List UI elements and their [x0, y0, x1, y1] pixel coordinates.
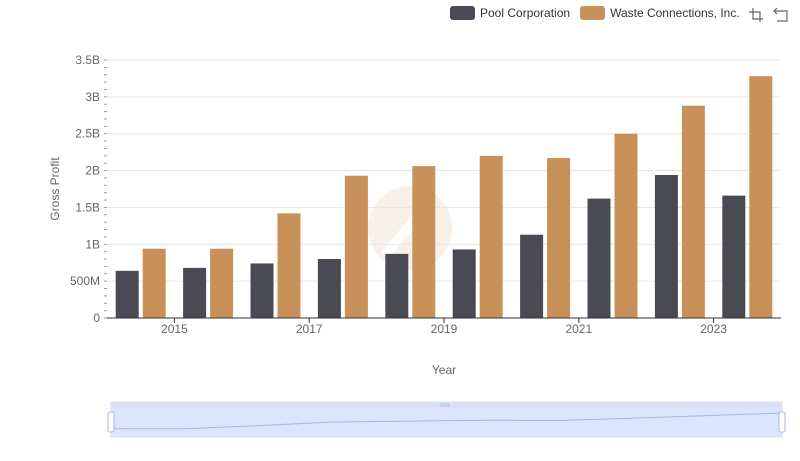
bar-pool-corporation-2018[interactable] [385, 253, 409, 318]
bar-pool-corporation-2015[interactable] [183, 267, 207, 318]
bar-pool-corporation-2019[interactable] [452, 249, 476, 318]
y-axis-title: Gross Profit [48, 157, 62, 221]
y-tick-label: 500M [70, 274, 100, 288]
legend-swatch [450, 6, 475, 20]
y-tick-label: 2B [85, 164, 100, 178]
restore-icon[interactable] [772, 5, 790, 23]
x-axis-title: Year [432, 363, 456, 377]
x-tick-label: 2015 [161, 322, 188, 336]
x-tick-label: 2017 [296, 322, 323, 336]
data-zoom-handle-left[interactable] [107, 411, 115, 433]
legend-swatch [580, 6, 606, 20]
watermark-logo [368, 186, 452, 270]
bar-pool-corporation-2020[interactable] [520, 234, 544, 318]
y-tick-label: 0 [93, 311, 100, 325]
bar-pool-corporation-2016[interactable] [250, 263, 274, 318]
bar-pool-corporation-2022[interactable] [654, 174, 678, 318]
bar-waste-connections-2021[interactable] [614, 133, 638, 318]
data-zoom-grip[interactable] [440, 403, 450, 407]
bar-waste-connections-2017[interactable] [344, 175, 368, 318]
bar-waste-connections-2023[interactable] [749, 76, 773, 319]
data-zoom-slider[interactable] [107, 401, 786, 438]
legend-item-waste-connections[interactable]: Waste Connections, Inc. [580, 6, 740, 20]
y-tick-label: 1.5B [75, 200, 100, 214]
bar-waste-connections-2015[interactable] [210, 248, 234, 318]
y-tick-label: 2.5B [75, 127, 100, 141]
data-zoom-selection[interactable] [111, 408, 782, 437]
legend-label: Pool Corporation [480, 6, 571, 20]
x-tick-label: 2023 [700, 322, 727, 336]
bar-waste-connections-2016[interactable] [277, 213, 301, 318]
bar-waste-connections-2014[interactable] [142, 248, 166, 318]
legend-item-pool-corporation[interactable]: Pool Corporation [450, 6, 570, 20]
y-tick-label: 3B [85, 90, 100, 104]
y-tick-label: 1B [85, 237, 100, 251]
legend: Pool Corporation Waste Connections, Inc. [450, 4, 750, 22]
bar-pool-corporation-2021[interactable] [587, 198, 611, 318]
x-tick-label: 2021 [565, 322, 592, 336]
bar-pool-corporation-2023[interactable] [722, 195, 746, 318]
y-tick-label: 3.5B [75, 53, 100, 67]
bar-pool-corporation-2017[interactable] [317, 259, 341, 318]
bar-waste-connections-2019[interactable] [479, 155, 503, 318]
x-tick-label: 2019 [431, 322, 458, 336]
bar-pool-corporation-2014[interactable] [115, 270, 139, 318]
data-zoom-handle-right[interactable] [778, 411, 786, 433]
legend-label: Waste Connections, Inc. [610, 6, 740, 20]
bar-waste-connections-2020[interactable] [547, 158, 571, 318]
bar-waste-connections-2022[interactable] [681, 105, 705, 319]
toolbox [746, 5, 790, 23]
zoom-icon[interactable] [746, 5, 764, 23]
data-zoom-preview-line [111, 412, 783, 430]
bar-waste-connections-2018[interactable] [412, 166, 436, 318]
